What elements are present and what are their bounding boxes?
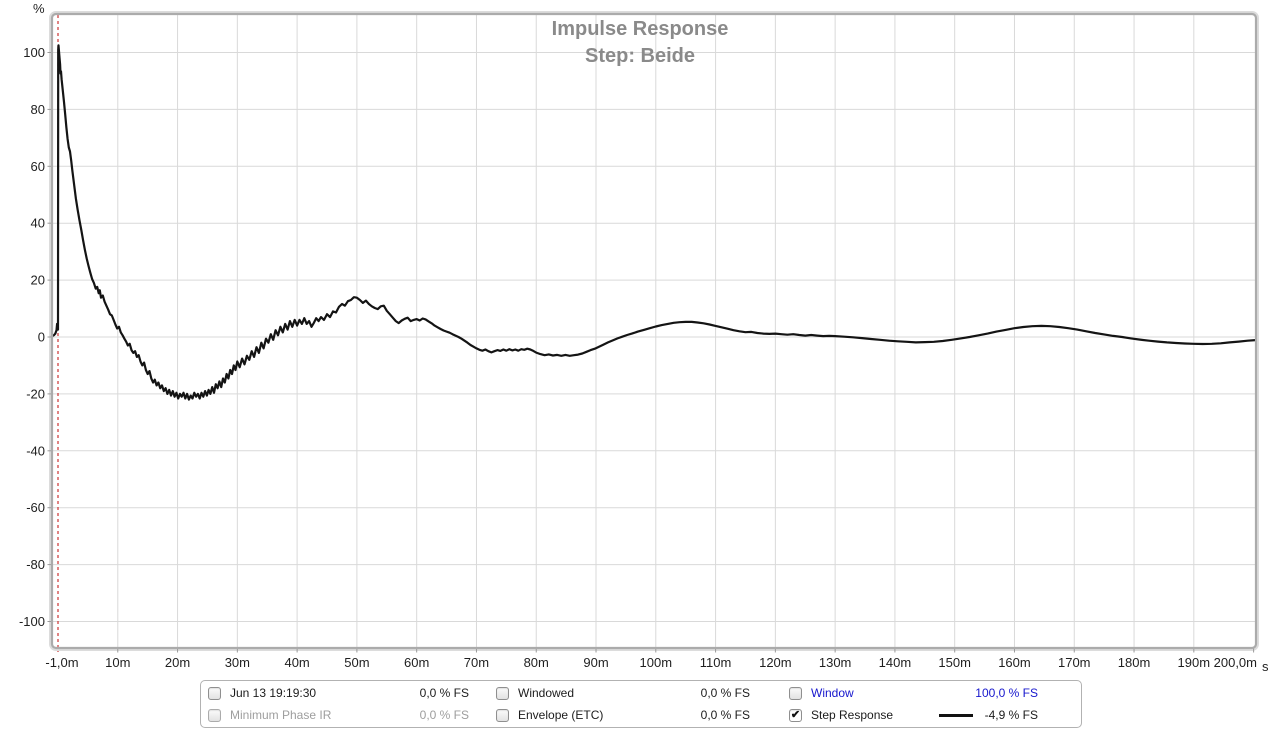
legend-value: -4,9 % FS <box>984 708 1038 722</box>
y-axis-tick-label: 40 <box>31 216 45 231</box>
legend-label: Jun 13 19:19:30 <box>230 686 317 700</box>
checkbox-windowed[interactable] <box>496 686 509 700</box>
y-axis-tick-label: -20 <box>26 386 45 401</box>
y-axis-unit-label: % <box>33 1 45 16</box>
x-axis-tick-label: 60m <box>404 655 429 670</box>
checkbox-envelope-etc[interactable] <box>496 708 509 722</box>
step-response-line-swatch <box>938 713 973 717</box>
x-axis-tick-label: 190m <box>1178 655 1211 670</box>
y-axis-tick-label: -80 <box>26 557 45 572</box>
plot-outer-edge <box>49 11 1259 651</box>
x-axis-tick-label: 10m <box>105 655 130 670</box>
legend-value: 0,0 % FS <box>700 686 750 700</box>
legend-item-windowed[interactable]: Windowed 0,0 % FS <box>489 683 782 703</box>
x-axis-tick-label: -1,0m <box>45 655 78 670</box>
legend-item-minimum-phase-ir[interactable]: Minimum Phase IR 0,0 % FS <box>201 705 489 725</box>
x-axis-tick-label: 180m <box>1118 655 1151 670</box>
legend-item-envelope-etc[interactable]: Envelope (ETC) 0,0 % FS <box>489 705 782 725</box>
checkbox-window[interactable] <box>789 686 802 700</box>
legend-label: Window <box>811 686 854 700</box>
plot-border <box>50 12 1258 650</box>
checkbox-step-response[interactable]: ✔ <box>789 708 802 722</box>
y-axis-tick-label: -40 <box>26 443 45 458</box>
x-axis-tick-label: 120m <box>759 655 792 670</box>
x-axis-tick-label: 130m <box>819 655 852 670</box>
legend-item-measurement[interactable]: Jun 13 19:19:30 0,0 % FS <box>201 683 489 703</box>
y-axis-tick-label: 0 <box>38 330 45 345</box>
x-axis-unit-label: s <box>1262 659 1269 674</box>
x-axis-tick-label: 30m <box>225 655 250 670</box>
x-axis-tick-label: 90m <box>583 655 608 670</box>
x-axis-tick-label: 40m <box>284 655 309 670</box>
legend-column-3: Window 100,0 % FS ✔ Step Response -4,9 %… <box>782 681 1079 727</box>
x-axis-tick-label: 70m <box>464 655 489 670</box>
legend-label: Envelope (ETC) <box>518 708 604 722</box>
x-axis-tick-label: 200,0m <box>1214 655 1257 670</box>
checkbox-measurement[interactable] <box>208 686 221 700</box>
legend-item-step-response[interactable]: ✔ Step Response -4,9 % FS <box>782 705 1079 725</box>
legend-item-window[interactable]: Window 100,0 % FS <box>782 683 1079 703</box>
legend-label: Step Response <box>811 708 894 722</box>
y-axis-tick-label: 60 <box>31 159 45 174</box>
y-axis-tick-label: 20 <box>31 273 45 288</box>
y-axis-tick-label: -100 <box>19 614 45 629</box>
x-axis-tick-label: 100m <box>640 655 673 670</box>
x-axis-tick-label: 150m <box>938 655 971 670</box>
legend-column-2: Windowed 0,0 % FS Envelope (ETC) 0,0 % F… <box>489 681 782 727</box>
y-axis-tick-label: -60 <box>26 500 45 515</box>
legend-label: Windowed <box>518 686 575 700</box>
x-axis-tick-label: 20m <box>165 655 190 670</box>
step-response-chart[interactable]: 100 80 60 40 20 0 -20 -40 -60 -80 -100 -1,0m 10m 20m 3… <box>0 0 1280 676</box>
x-axis-tick-label: 170m <box>1058 655 1091 670</box>
legend-value: 0,0 % FS <box>700 708 750 722</box>
trace-legend: Jun 13 19:19:30 0,0 % FS Minimum Phase I… <box>200 680 1082 728</box>
y-axis-tick-label: 80 <box>31 102 45 117</box>
step-response-curve <box>50 44 1257 401</box>
x-axis-tick-label: 140m <box>879 655 912 670</box>
x-axis-tick-label: 50m <box>344 655 369 670</box>
legend-value: 0,0 % FS <box>419 686 469 700</box>
legend-column-1: Jun 13 19:19:30 0,0 % FS Minimum Phase I… <box>201 681 489 727</box>
legend-value: 100,0 % FS <box>975 686 1038 700</box>
legend-label: Minimum Phase IR <box>230 708 332 722</box>
legend-value: 0,0 % FS <box>419 708 469 722</box>
y-axis-tick-label: 100 <box>23 45 45 60</box>
x-axis-tick-label: 110m <box>700 655 732 670</box>
x-axis-tick-label: 80m <box>524 655 549 670</box>
checkbox-minimum-phase-ir[interactable] <box>208 708 221 722</box>
x-axis-tick-label: 160m <box>998 655 1031 670</box>
